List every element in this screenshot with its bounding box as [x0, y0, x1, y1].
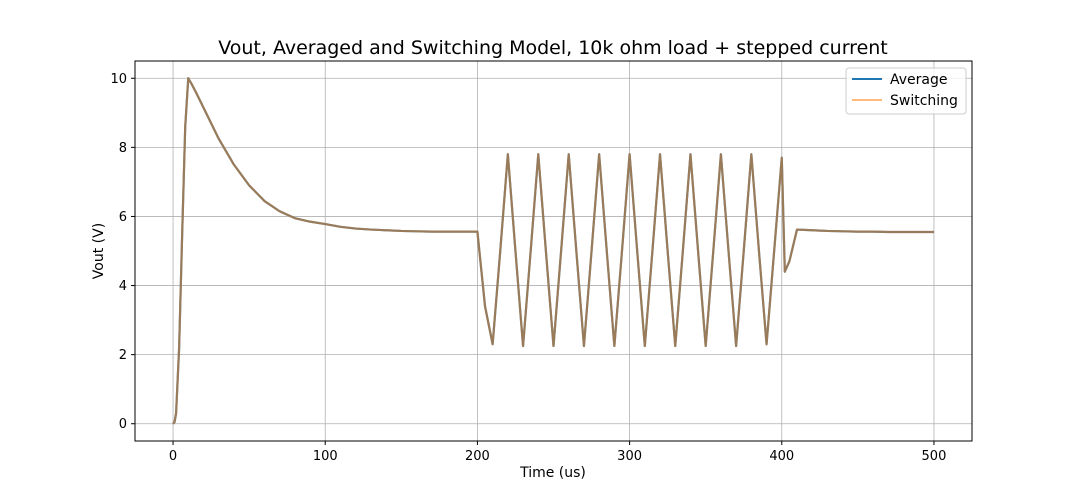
x-axis-label: Time (us) [519, 465, 586, 481]
y-axis-label: Vout (V) [91, 223, 107, 279]
x-axis: 0 100 200 300 400 500 [169, 441, 946, 464]
series-line-switching [172, 77, 934, 425]
y-tick-label: 8 [119, 141, 127, 156]
y-axis: 0 2 4 6 8 10 [110, 72, 135, 432]
x-tick-label: 400 [769, 449, 794, 464]
y-tick-label: 0 [119, 417, 127, 432]
x-tick-label: 0 [169, 449, 177, 464]
plot-frame [134, 60, 973, 442]
legend-label-switching: Switching [890, 93, 958, 109]
plot-area [172, 77, 934, 425]
legend: Average Switching [845, 67, 967, 115]
x-tick-label: 300 [617, 449, 642, 464]
x-tick-label: 200 [465, 449, 490, 464]
y-tick-label: 6 [119, 210, 127, 225]
legend-label-average: Average [890, 72, 948, 88]
y-tick-label: 4 [119, 279, 127, 294]
x-tick-label: 100 [313, 449, 338, 464]
grid [135, 61, 972, 441]
y-tick-label: 2 [119, 348, 127, 363]
x-tick-label: 500 [922, 449, 947, 464]
y-tick-label: 10 [110, 72, 127, 87]
chart-title: Vout, Averaged and Switching Model, 10k … [218, 37, 888, 59]
